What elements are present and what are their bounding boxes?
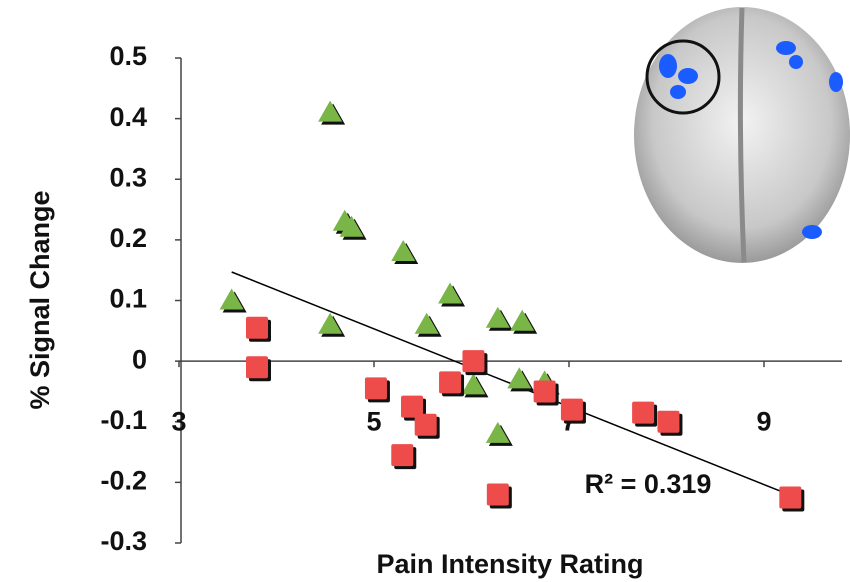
annotation: R² = 0.319 [585, 469, 712, 499]
y-tick-label: 0.5 [109, 41, 147, 71]
y-tick-label: 0.1 [109, 284, 147, 314]
chart: % Signal Change Pain Intensity Rating R²… [0, 0, 850, 582]
square-marker [534, 380, 556, 402]
square-marker [365, 377, 387, 399]
square-marker [779, 487, 801, 509]
square-marker [462, 350, 484, 372]
y-tick-label: 0 [132, 344, 147, 374]
y-tick-label: -0.2 [100, 466, 147, 496]
triangle-marker [415, 313, 439, 334]
triangle-marker [486, 307, 510, 328]
y-tick-label: 0.4 [109, 102, 147, 132]
x-axis-label: Pain Intensity Rating [376, 549, 643, 579]
brain-inset [634, 7, 850, 263]
triangle-marker [220, 289, 244, 310]
square-marker [657, 411, 679, 433]
x-tick-label: 3 [171, 406, 186, 436]
triangle-marker [510, 310, 534, 331]
triangle-marker [486, 422, 510, 443]
triangle-marker [438, 282, 462, 303]
triangle-marker [507, 367, 531, 388]
y-tick-label: 0.3 [109, 162, 147, 192]
y-tick-label: -0.3 [100, 526, 147, 556]
triangle-marker [391, 240, 415, 261]
square-marker [246, 317, 268, 339]
triangle-marker [461, 373, 485, 394]
square-marker [487, 484, 509, 506]
y-tick-label: 0.2 [109, 223, 147, 253]
x-tick-label: 5 [366, 406, 381, 436]
x-tick-label: 9 [756, 406, 771, 436]
square-marker [561, 399, 583, 421]
y-axis-label: % Signal Change [25, 190, 55, 409]
square-marker [632, 402, 654, 424]
square-marker [391, 444, 413, 466]
square-marker [439, 371, 461, 393]
square-marker [415, 414, 437, 436]
y-tick-label: -0.1 [100, 405, 147, 435]
square-marker [246, 356, 268, 378]
triangle-marker [318, 101, 342, 122]
triangle-marker [318, 313, 342, 334]
